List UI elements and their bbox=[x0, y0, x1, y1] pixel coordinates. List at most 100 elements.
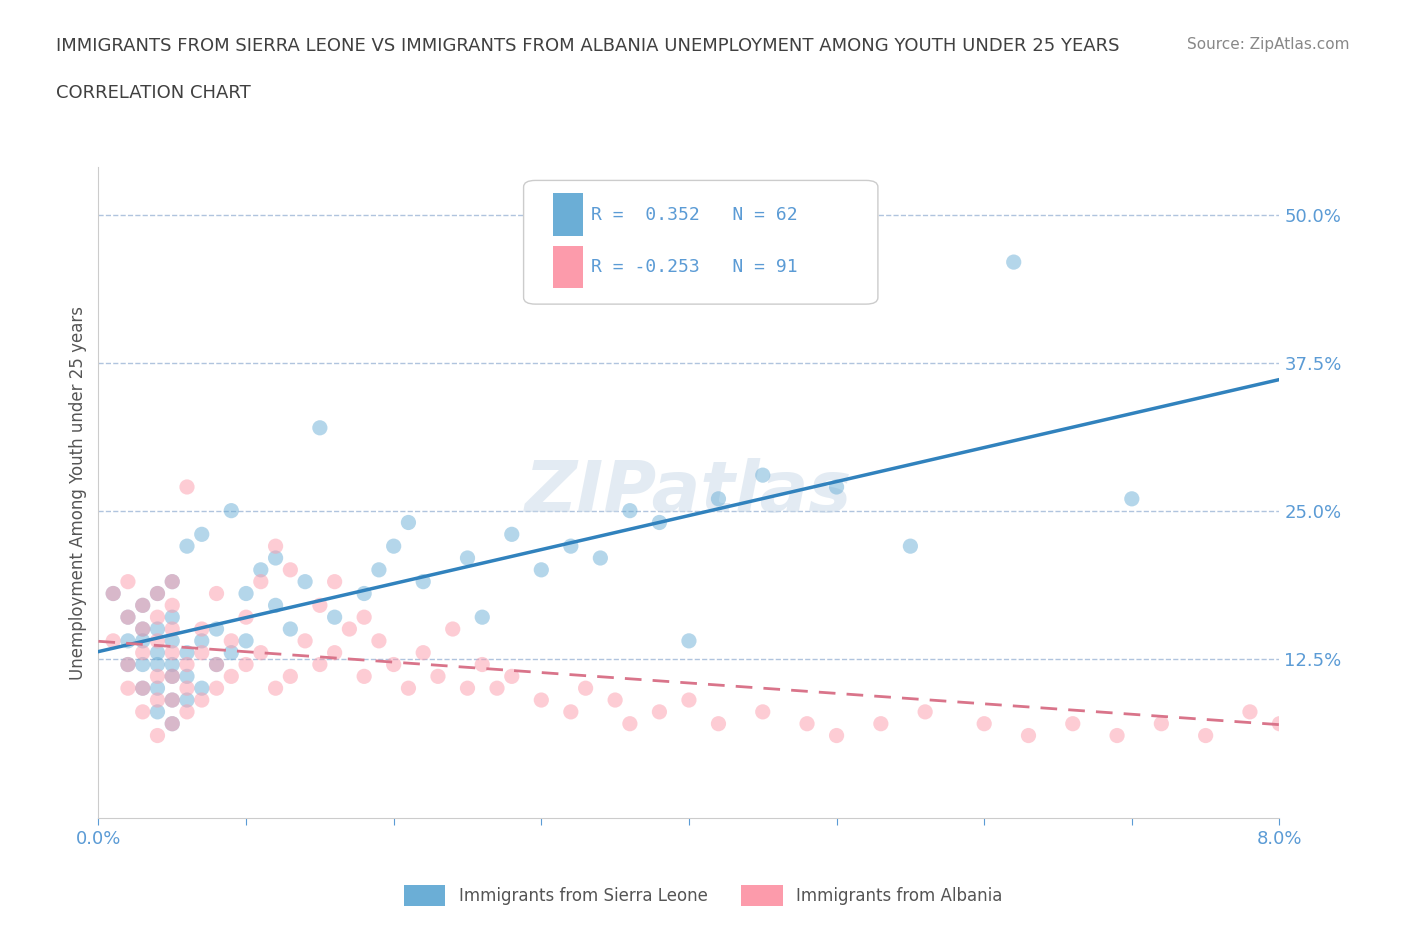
Point bbox=[162, 598, 183, 613]
Point bbox=[825, 728, 848, 743]
Point bbox=[323, 610, 346, 625]
Point bbox=[900, 538, 922, 553]
Point bbox=[471, 658, 494, 672]
Point bbox=[471, 610, 494, 625]
Point bbox=[146, 633, 169, 648]
Point bbox=[146, 681, 169, 696]
Point bbox=[1239, 704, 1261, 719]
Point bbox=[589, 551, 612, 565]
Point bbox=[1298, 681, 1320, 696]
Point bbox=[337, 621, 360, 636]
Point bbox=[117, 658, 139, 672]
Point bbox=[132, 633, 155, 648]
Point bbox=[117, 574, 139, 589]
Point bbox=[132, 645, 155, 660]
Legend: Immigrants from Sierra Leone, Immigrants from Albania: Immigrants from Sierra Leone, Immigrants… bbox=[396, 879, 1010, 912]
Point bbox=[191, 693, 214, 708]
Point bbox=[412, 574, 434, 589]
Point bbox=[235, 633, 257, 648]
Point bbox=[117, 681, 139, 696]
Point bbox=[264, 598, 287, 613]
Point bbox=[574, 681, 596, 696]
Point bbox=[205, 658, 228, 672]
Point bbox=[205, 658, 228, 672]
Point bbox=[973, 716, 995, 731]
Point bbox=[132, 621, 155, 636]
Point bbox=[1121, 491, 1143, 506]
Point bbox=[294, 633, 316, 648]
FancyBboxPatch shape bbox=[523, 180, 877, 304]
Point bbox=[132, 598, 155, 613]
Bar bbox=[553, 246, 582, 288]
Point bbox=[146, 669, 169, 684]
Point bbox=[191, 645, 214, 660]
Point bbox=[176, 538, 198, 553]
Point bbox=[146, 645, 169, 660]
Point bbox=[162, 658, 183, 672]
Point bbox=[162, 621, 183, 636]
Point bbox=[205, 681, 228, 696]
Point bbox=[1105, 728, 1128, 743]
Point bbox=[103, 586, 125, 601]
Point bbox=[278, 669, 302, 684]
Point bbox=[146, 658, 169, 672]
Point bbox=[162, 574, 183, 589]
Point bbox=[382, 538, 405, 553]
Point bbox=[560, 704, 582, 719]
Point bbox=[530, 693, 553, 708]
Point bbox=[396, 515, 419, 530]
Point bbox=[132, 598, 155, 613]
Point bbox=[308, 420, 332, 435]
Point bbox=[367, 563, 389, 578]
Point bbox=[117, 633, 139, 648]
Point bbox=[353, 669, 375, 684]
Text: ZIPatlas: ZIPatlas bbox=[526, 458, 852, 527]
Point bbox=[825, 480, 848, 495]
Point bbox=[1341, 693, 1364, 708]
Point bbox=[132, 658, 155, 672]
Point bbox=[914, 704, 936, 719]
Point bbox=[869, 716, 891, 731]
Point bbox=[146, 728, 169, 743]
Point bbox=[117, 658, 139, 672]
Point bbox=[308, 658, 332, 672]
Point bbox=[162, 693, 183, 708]
Point bbox=[1268, 716, 1291, 731]
Point bbox=[191, 633, 214, 648]
Point bbox=[396, 681, 419, 696]
Point bbox=[146, 610, 169, 625]
Point bbox=[605, 693, 627, 708]
Point bbox=[162, 610, 183, 625]
Point bbox=[132, 621, 155, 636]
Point bbox=[264, 551, 287, 565]
Point bbox=[162, 716, 183, 731]
Point bbox=[619, 716, 641, 731]
Point bbox=[501, 669, 523, 684]
Point bbox=[501, 527, 523, 542]
Point bbox=[205, 586, 228, 601]
Point bbox=[1194, 728, 1216, 743]
Point bbox=[619, 503, 641, 518]
Point bbox=[219, 669, 242, 684]
Point bbox=[117, 610, 139, 625]
Text: IMMIGRANTS FROM SIERRA LEONE VS IMMIGRANTS FROM ALBANIA UNEMPLOYMENT AMONG YOUTH: IMMIGRANTS FROM SIERRA LEONE VS IMMIGRAN… bbox=[56, 37, 1119, 55]
Point bbox=[250, 645, 273, 660]
Point bbox=[176, 480, 198, 495]
Point bbox=[162, 574, 183, 589]
Point bbox=[441, 621, 464, 636]
Point bbox=[235, 658, 257, 672]
Text: CORRELATION CHART: CORRELATION CHART bbox=[56, 84, 252, 101]
Point bbox=[678, 693, 700, 708]
Point bbox=[235, 586, 257, 601]
Point bbox=[219, 633, 242, 648]
Point bbox=[176, 658, 198, 672]
Point bbox=[648, 515, 671, 530]
Point bbox=[751, 704, 773, 719]
Text: R = -0.253   N = 91: R = -0.253 N = 91 bbox=[591, 258, 797, 276]
Point bbox=[132, 704, 155, 719]
Point bbox=[235, 610, 257, 625]
Point bbox=[367, 633, 389, 648]
Point bbox=[1062, 716, 1084, 731]
Point bbox=[678, 633, 700, 648]
Point bbox=[412, 645, 434, 660]
